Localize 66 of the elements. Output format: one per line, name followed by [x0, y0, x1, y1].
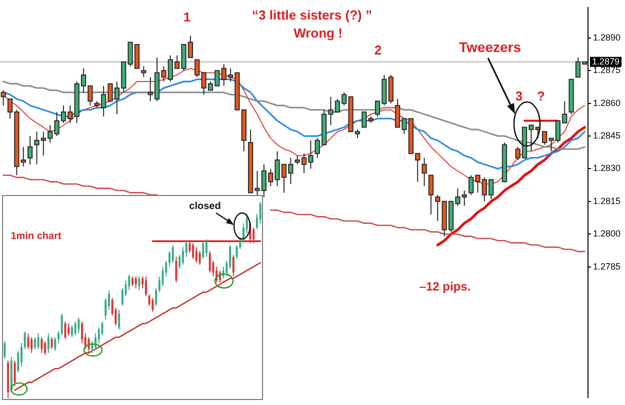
candlestick [60, 313, 63, 336]
candlestick [118, 309, 120, 330]
candlestick [229, 244, 232, 270]
candlestick [70, 324, 73, 338]
ref-line-label: 1.2879 [592, 56, 620, 66]
candlestick [104, 298, 107, 320]
candlestick [202, 240, 204, 260]
candlestick [47, 332, 50, 354]
annotation: 1 [183, 10, 191, 25]
candlestick [155, 288, 158, 306]
candlestick [195, 246, 198, 264]
candlestick [134, 276, 137, 289]
candlestick [208, 250, 211, 274]
candlestick [78, 317, 80, 334]
candlestick [50, 336, 53, 350]
candlestick [192, 242, 194, 260]
candlestick [30, 336, 33, 354]
candlestick [64, 321, 66, 340]
annotation: 3 [515, 88, 523, 104]
candlestick [172, 244, 174, 264]
candlestick [57, 330, 60, 344]
candlestick [27, 332, 30, 350]
candlestick [17, 350, 20, 374]
candlestick [152, 298, 154, 312]
candlestick [252, 226, 255, 244]
y-tick-label: 1.2830 [593, 163, 621, 174]
candlestick [34, 336, 36, 350]
annotation: Tweezers [459, 38, 522, 55]
y-tick-label: 1.2890 [593, 32, 621, 42]
candlestick [205, 238, 208, 258]
y-tick-label: 1.2815 [593, 196, 621, 206]
candlestick [144, 276, 147, 297]
candlestick [4, 340, 6, 360]
y-tick-label: 1.2845 [593, 130, 621, 140]
candlestick [182, 246, 184, 266]
candlestick [121, 288, 124, 306]
candlestick [198, 250, 201, 266]
candlestick [74, 321, 76, 336]
candlestick [37, 332, 40, 350]
candlestick [131, 276, 134, 287]
candlestick [175, 256, 178, 283]
annotation: 2 [374, 42, 382, 58]
annotation: Wrong ! [294, 26, 342, 41]
candlestick [259, 202, 262, 224]
y-tick-label: 1.2800 [593, 228, 621, 239]
candlestick [40, 336, 43, 354]
candlestick [24, 330, 26, 350]
candlestick [138, 276, 140, 291]
candlestick [168, 250, 171, 268]
annotation: closed [189, 200, 221, 212]
candlestick [68, 323, 70, 336]
candlestick [188, 240, 191, 254]
y-tick-label: 1.2875 [593, 65, 621, 76]
annotation: ? [537, 88, 546, 104]
candlestick [232, 254, 234, 277]
candlestick [14, 360, 16, 387]
candlestick [54, 336, 56, 352]
annotation: 1min chart [10, 230, 62, 242]
annotation: “3 little sisters (?) ” [252, 8, 372, 23]
y-tick-label: 1.2860 [593, 98, 621, 108]
candlestick [20, 342, 23, 368]
y-tick-label: 1.2785 [593, 261, 621, 272]
candlestick [81, 321, 84, 344]
candlestick [178, 254, 181, 270]
annotation: –12 pips. [419, 279, 471, 294]
candlestick [44, 340, 46, 356]
